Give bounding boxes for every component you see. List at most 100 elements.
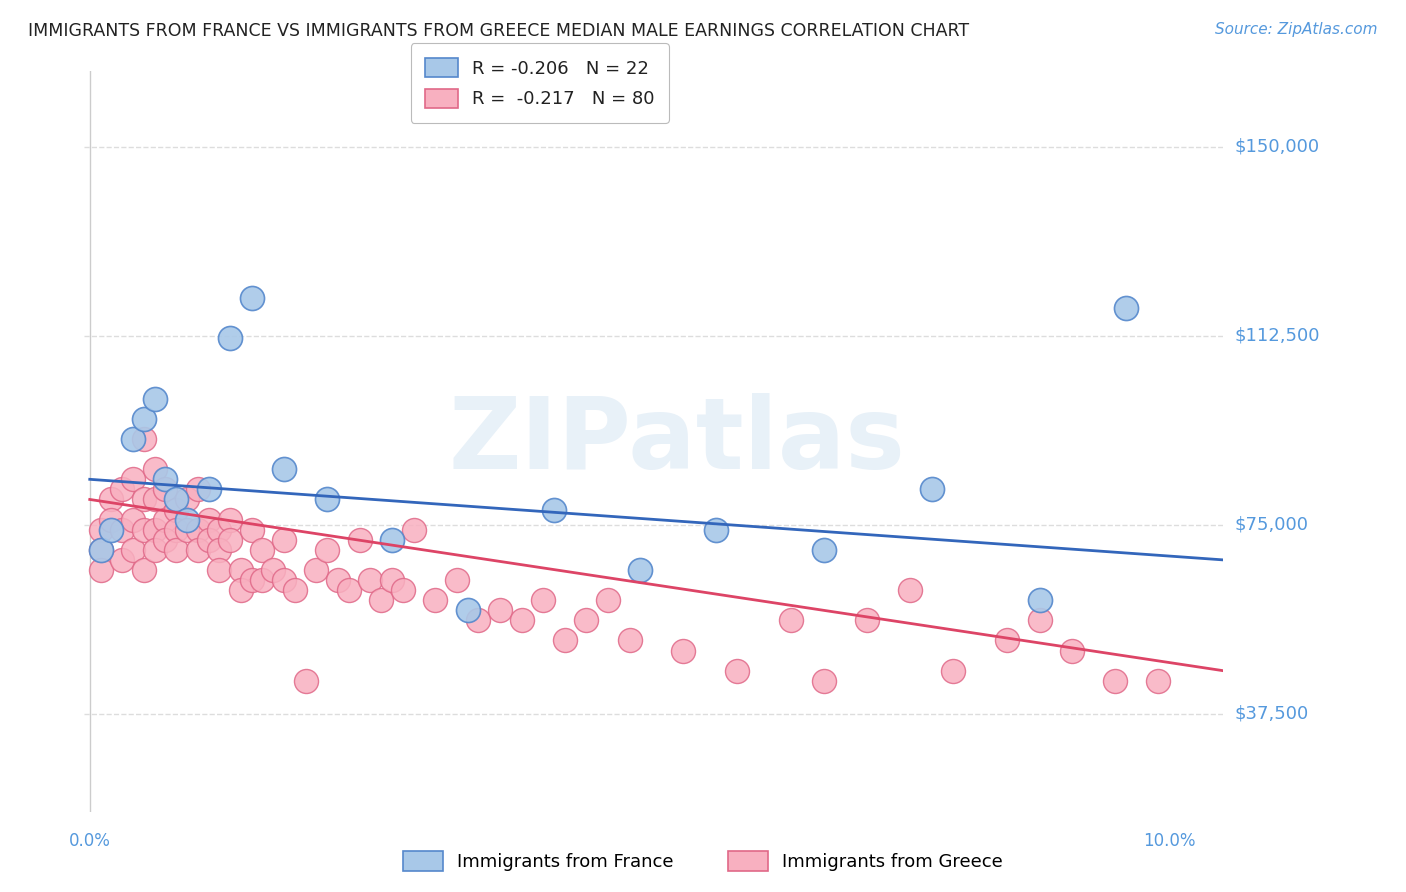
Point [143, 523, 166, 537]
Point [229, 583, 252, 598]
Point [155, 513, 177, 527]
Point [457, 603, 479, 617]
Point [273, 462, 295, 476]
Point [197, 513, 219, 527]
Text: $112,500: $112,500 [1234, 326, 1319, 345]
Point [596, 593, 619, 607]
Point [543, 502, 565, 516]
Point [813, 673, 835, 688]
Point [1028, 613, 1050, 627]
Point [273, 573, 295, 587]
Point [704, 523, 727, 537]
Point [197, 483, 219, 497]
Point [208, 563, 231, 577]
Point [187, 542, 209, 557]
Text: $75,000: $75,000 [1234, 516, 1308, 533]
Point [143, 542, 166, 557]
Point [208, 523, 231, 537]
Legend: R = -0.206   N = 22, R =  -0.217   N = 80: R = -0.206 N = 22, R = -0.217 N = 80 [411, 44, 669, 123]
Point [575, 613, 598, 627]
Point [111, 523, 134, 537]
Point [90, 523, 112, 537]
Point [90, 542, 112, 557]
Point [294, 673, 316, 688]
Point [111, 553, 134, 567]
Point [337, 583, 360, 598]
Point [727, 664, 749, 678]
Point [122, 513, 145, 527]
Point [165, 492, 187, 507]
Point [100, 513, 122, 527]
Point [813, 542, 835, 557]
Point [132, 523, 155, 537]
Point [176, 492, 198, 507]
Point [942, 664, 965, 678]
Text: 10.0%: 10.0% [1143, 832, 1195, 850]
Point [165, 542, 187, 557]
Text: Source: ZipAtlas.com: Source: ZipAtlas.com [1215, 22, 1378, 37]
Text: $37,500: $37,500 [1234, 705, 1308, 723]
Point [489, 603, 512, 617]
Point [619, 633, 641, 648]
Legend: Immigrants from France, Immigrants from Greece: Immigrants from France, Immigrants from … [396, 844, 1010, 879]
Point [628, 563, 651, 577]
Point [898, 583, 921, 598]
Point [155, 533, 177, 547]
Point [273, 533, 295, 547]
Text: ZIPatlas: ZIPatlas [449, 393, 905, 490]
Point [240, 291, 263, 305]
Point [219, 533, 242, 547]
Point [165, 502, 187, 516]
Point [100, 523, 122, 537]
Point [176, 513, 198, 527]
Point [1104, 673, 1126, 688]
Point [262, 563, 284, 577]
Point [176, 523, 198, 537]
Point [219, 331, 242, 345]
Point [229, 563, 252, 577]
Point [155, 472, 177, 486]
Point [252, 573, 274, 587]
Point [252, 542, 274, 557]
Point [132, 412, 155, 426]
Point [143, 492, 166, 507]
Point [467, 613, 489, 627]
Point [240, 523, 263, 537]
Point [187, 483, 209, 497]
Point [1147, 673, 1170, 688]
Point [122, 542, 145, 557]
Text: 0.0%: 0.0% [69, 832, 111, 850]
Point [143, 392, 166, 406]
Point [122, 432, 145, 446]
Point [856, 613, 879, 627]
Point [402, 523, 425, 537]
Point [100, 492, 122, 507]
Point [132, 432, 155, 446]
Point [381, 573, 404, 587]
Point [219, 513, 242, 527]
Point [197, 533, 219, 547]
Point [132, 492, 155, 507]
Point [122, 472, 145, 486]
Point [316, 542, 339, 557]
Point [155, 483, 177, 497]
Point [111, 483, 134, 497]
Point [187, 523, 209, 537]
Point [1115, 301, 1137, 315]
Point [359, 573, 381, 587]
Point [446, 573, 468, 587]
Point [921, 483, 943, 497]
Point [90, 563, 112, 577]
Point [326, 573, 349, 587]
Point [284, 583, 307, 598]
Point [208, 542, 231, 557]
Point [381, 533, 404, 547]
Point [510, 613, 533, 627]
Point [531, 593, 554, 607]
Point [554, 633, 576, 648]
Text: $150,000: $150,000 [1234, 138, 1319, 156]
Point [165, 523, 187, 537]
Point [370, 593, 392, 607]
Point [305, 563, 328, 577]
Point [391, 583, 413, 598]
